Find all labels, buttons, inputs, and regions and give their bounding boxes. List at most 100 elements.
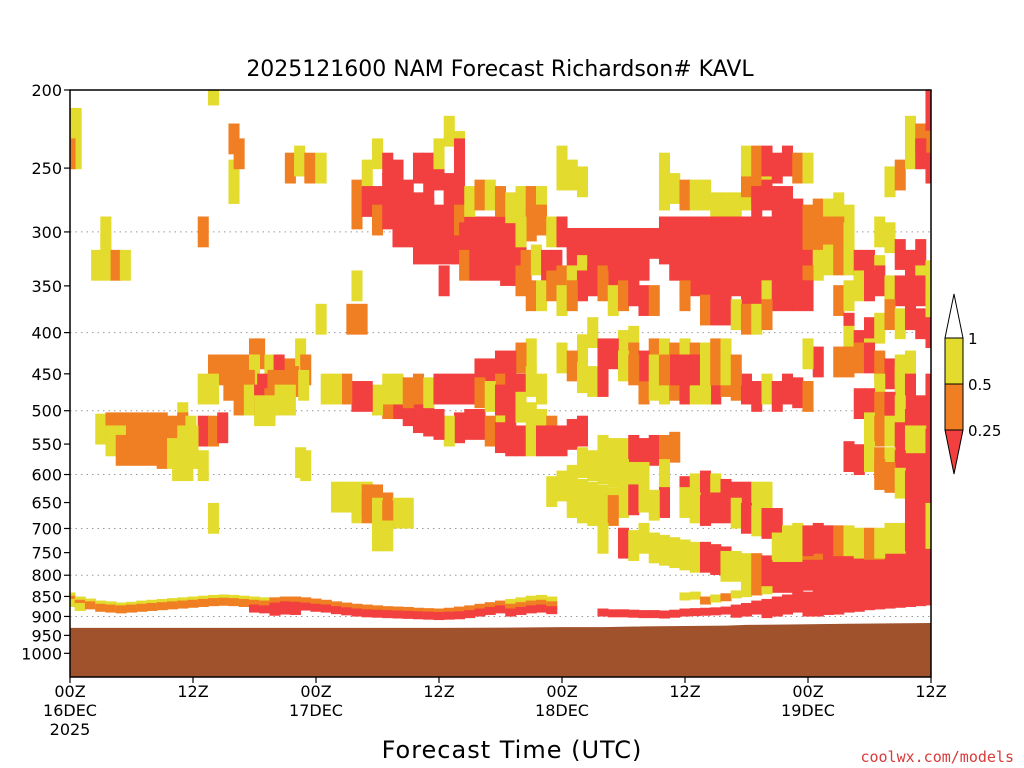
ri-cell <box>669 173 681 204</box>
plot-frame <box>69 89 932 678</box>
ri-cell <box>781 145 794 177</box>
pbl-cell <box>546 601 558 610</box>
ri-cell <box>679 233 691 265</box>
pbl-cell <box>863 596 876 605</box>
y-tick-label: 600 <box>31 466 62 485</box>
ri-cell <box>730 497 742 529</box>
pbl-cell <box>915 592 927 601</box>
pbl-cell <box>310 603 322 612</box>
ri-cell <box>822 244 835 276</box>
ri-cell <box>699 249 712 281</box>
pbl-cell <box>238 598 250 607</box>
ri-cell <box>915 308 927 340</box>
ri-cell <box>628 354 640 386</box>
pbl-cell <box>443 611 455 620</box>
ri-cell <box>720 338 732 370</box>
pbl-cell <box>730 590 742 599</box>
ri-cell <box>433 138 445 170</box>
pbl-cell <box>843 593 855 602</box>
pbl-cell <box>822 595 835 604</box>
ri-cell <box>679 373 691 405</box>
ri-cell <box>812 216 824 248</box>
ri-cell <box>843 244 855 276</box>
ri-cell <box>464 233 476 265</box>
ri-cell <box>146 434 158 466</box>
ri-cell <box>874 373 886 405</box>
ri-cell <box>500 255 512 286</box>
ri-cell <box>884 166 896 198</box>
ri-cell <box>843 559 855 591</box>
pbl-cell <box>904 593 917 602</box>
pbl-cell <box>351 608 363 617</box>
ri-cell <box>628 227 640 259</box>
pbl-cell <box>689 608 701 617</box>
pbl-cell <box>915 586 927 595</box>
ri-cell <box>617 527 630 559</box>
ri-cell <box>771 152 783 184</box>
pbl-cell <box>761 598 773 607</box>
x-tick-label: 00Z <box>300 682 331 701</box>
ri-cell <box>474 216 486 248</box>
y-axis: 200 250 300 350 400 450 500 550 600 650 700 750 800 8… <box>21 81 70 663</box>
x-tick-label: 17DEC <box>289 701 343 720</box>
ri-cell <box>351 492 363 524</box>
pbl-cell <box>894 599 906 608</box>
ri-cell <box>740 166 753 198</box>
ri-cell <box>197 450 209 482</box>
ri-cell <box>915 425 927 457</box>
ri-cell <box>679 487 691 518</box>
ri-cell <box>771 233 783 265</box>
ri-cell <box>515 391 527 423</box>
ri-cell <box>423 377 435 409</box>
ri-cell <box>267 369 279 401</box>
pbl-cell <box>761 610 773 619</box>
ri-cell <box>556 265 568 297</box>
pbl-cell <box>689 591 701 600</box>
pbl-cell <box>269 597 281 606</box>
pbl-cell <box>607 609 619 618</box>
ri-cell <box>904 520 917 552</box>
colorbar-top-arrow <box>944 293 964 339</box>
ri-cell <box>853 559 865 591</box>
ri-cell <box>894 395 906 427</box>
ri-cell <box>505 233 517 265</box>
pbl-cell <box>720 593 732 602</box>
ri-cell <box>751 559 763 591</box>
ri-cell <box>315 152 327 184</box>
pbl-cell <box>812 608 824 617</box>
ri-cell <box>484 358 496 390</box>
ri-cell <box>884 462 896 493</box>
ri-cell <box>699 233 712 265</box>
ri-cell <box>156 438 168 469</box>
ri-cell <box>607 456 619 488</box>
pbl-cell <box>863 584 876 593</box>
ri-cell <box>197 216 209 248</box>
ri-cell <box>100 249 112 281</box>
pbl-cell <box>925 597 931 606</box>
pbl-cell <box>289 606 302 615</box>
ri-cell <box>658 152 671 184</box>
pbl-cell <box>341 607 353 616</box>
ri-cell <box>607 438 619 469</box>
ri-cell <box>576 166 589 198</box>
ri-cell <box>351 381 363 412</box>
ri-cell <box>566 239 578 270</box>
ri-cell <box>392 186 404 217</box>
pbl-cell <box>197 598 209 607</box>
ri-cell <box>822 544 835 575</box>
pbl-cell <box>259 605 271 614</box>
ri-cell <box>710 216 722 248</box>
ri-cell <box>100 216 112 248</box>
colorbar-label-0.5: 0.5 <box>968 376 992 394</box>
ri-cell <box>925 487 931 518</box>
ri-cell <box>658 179 671 211</box>
ri-cell <box>740 216 753 248</box>
ri-cell <box>904 115 917 147</box>
ri-cell <box>751 216 763 248</box>
ri-cell <box>781 280 794 312</box>
ri-cell <box>371 497 384 529</box>
x-tick-label: 00Z <box>792 682 823 701</box>
ri-cell <box>710 373 722 405</box>
ri-cell <box>853 249 865 281</box>
ri-cell <box>771 381 783 412</box>
